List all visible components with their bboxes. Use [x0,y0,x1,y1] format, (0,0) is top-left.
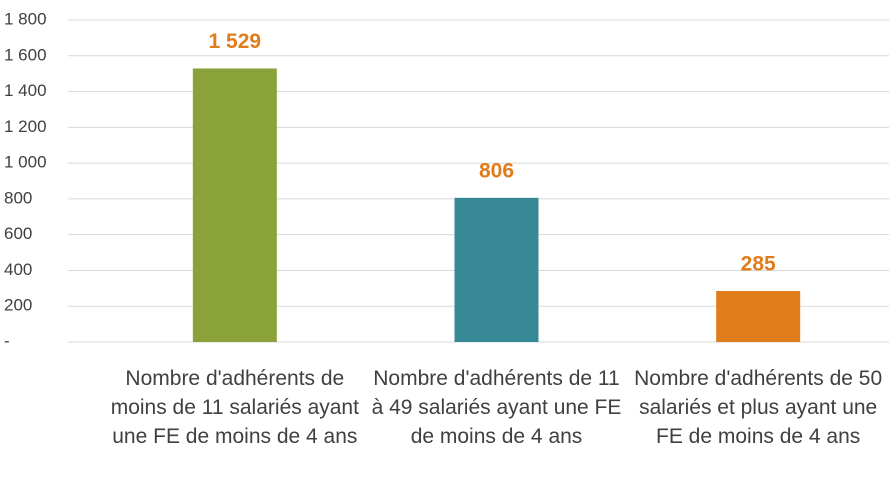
y-tick-label: 1 600 [4,45,47,64]
value-label: 806 [479,159,514,182]
y-tick-label: 200 [4,296,32,315]
bar [454,197,539,342]
y-tick-label: 400 [4,260,32,279]
y-tick-label: 1 200 [4,117,47,136]
y-tick-label: 600 [4,224,32,243]
bar [192,68,277,343]
x-tick-label: Nombre d'adhérents de 11 à 49 salariés a… [371,367,622,448]
y-tick-label: 1 400 [4,81,47,100]
x-tick-label: Nombre d'adhérents de 50 salariés et plu… [634,367,883,448]
bar [716,291,801,342]
y-tick-label: 1 800 [4,9,47,28]
value-label: 285 [741,253,776,276]
y-tick-label: - [4,331,10,350]
value-label: 1 529 [209,30,262,53]
y-tick-label: 800 [4,188,32,207]
x-tick-label: Nombre d'adhérents de moins de 11 salari… [110,367,359,448]
y-tick-label: 1 000 [4,153,47,172]
